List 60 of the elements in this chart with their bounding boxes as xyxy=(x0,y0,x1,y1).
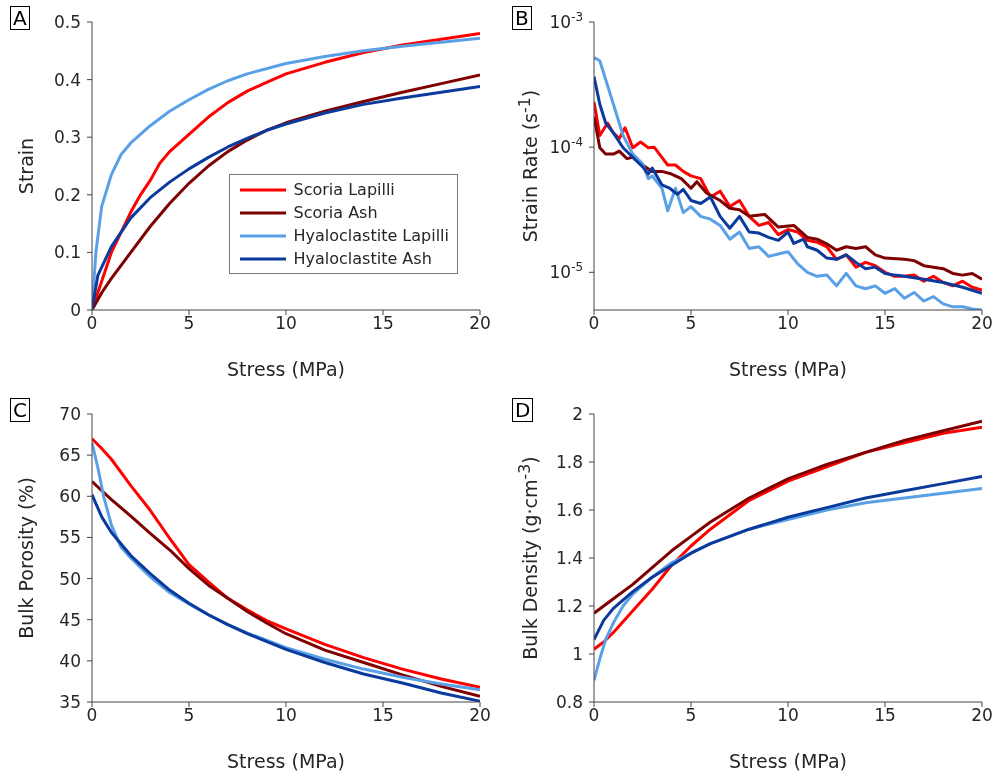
y-tick-label: 0.1 xyxy=(53,242,81,263)
y-tick-label: 0.3 xyxy=(53,127,81,148)
y-tick-label: 35 xyxy=(59,691,81,712)
x-tick-label: 20 xyxy=(971,313,993,334)
x-tick-label: 15 xyxy=(372,705,394,726)
x-tick-label: 15 xyxy=(372,313,394,334)
legend-label: Scoria Ash xyxy=(293,202,378,224)
y-tick-label: 40 xyxy=(59,650,81,671)
x-tick-label: 5 xyxy=(685,313,697,334)
text: C xyxy=(10,398,30,422)
y-tick-label: 10$^{-3}$ xyxy=(549,9,583,32)
x-tick-label: 10 xyxy=(777,313,799,334)
legend-label: Hyaloclastite Ash xyxy=(293,248,432,270)
x-tick-label: 0 xyxy=(588,705,600,726)
x-tick-label: 15 xyxy=(874,313,896,334)
x-tick-label: 5 xyxy=(183,705,195,726)
x-tick-label: 0 xyxy=(86,705,98,726)
y-tick-label: 0.2 xyxy=(53,184,81,205)
y-tick-label: 0.4 xyxy=(53,69,81,90)
y-tick-label: 0.8 xyxy=(555,691,583,712)
y-tick-label: 60 xyxy=(59,486,81,507)
y-tick-label: 1.2 xyxy=(555,595,583,616)
y-tick-label: 1 xyxy=(572,643,583,664)
x-tick-label: 10 xyxy=(777,705,799,726)
text: A xyxy=(10,6,30,30)
x-tick-label: 15 xyxy=(874,705,896,726)
legend-label: Hyaloclastite Lapilli xyxy=(293,225,449,247)
x-tick-label: 5 xyxy=(685,705,697,726)
y-tick-label: 10$^{-5}$ xyxy=(549,260,583,283)
line-series xyxy=(594,474,982,642)
y-tick-label: 70 xyxy=(59,403,81,424)
x-tick-label: 10 xyxy=(275,313,297,334)
x-axis-title: Stress (MPa) xyxy=(729,358,847,380)
line-series xyxy=(594,419,982,615)
x-axis-title: Stress (MPa) xyxy=(227,358,345,380)
x-tick-label: 5 xyxy=(183,313,195,334)
y-tick-label: 2 xyxy=(572,403,583,424)
y-tick-label: 0 xyxy=(70,299,81,320)
legend-label: Scoria Lapilli xyxy=(293,179,395,201)
y-tick-label: 1.4 xyxy=(555,547,583,568)
x-tick-label: 20 xyxy=(469,705,491,726)
x-tick-label: 20 xyxy=(469,313,491,334)
y-tick-label: 10$^{-4}$ xyxy=(549,135,583,158)
x-tick-label: 20 xyxy=(971,705,993,726)
x-axis-title: Stress (MPa) xyxy=(729,750,847,772)
y-axis-title: Bulk Porosity (%) xyxy=(15,477,37,639)
y-tick-label: 1.8 xyxy=(555,451,583,472)
y-tick-label: 55 xyxy=(59,527,81,548)
x-tick-label: 0 xyxy=(86,313,98,334)
text: B xyxy=(512,6,532,30)
y-tick-label: 0.5 xyxy=(53,11,81,32)
x-axis-title: Stress (MPa) xyxy=(227,750,345,772)
y-tick-label: 50 xyxy=(59,568,81,589)
x-tick-label: 0 xyxy=(588,313,600,334)
y-tick-label: 65 xyxy=(59,445,81,466)
x-tick-label: 10 xyxy=(275,705,297,726)
y-axis-title: Strain xyxy=(15,137,37,195)
y-tick-label: 1.6 xyxy=(555,499,583,520)
text: D xyxy=(512,398,534,422)
y-tick-label: 45 xyxy=(59,609,81,630)
